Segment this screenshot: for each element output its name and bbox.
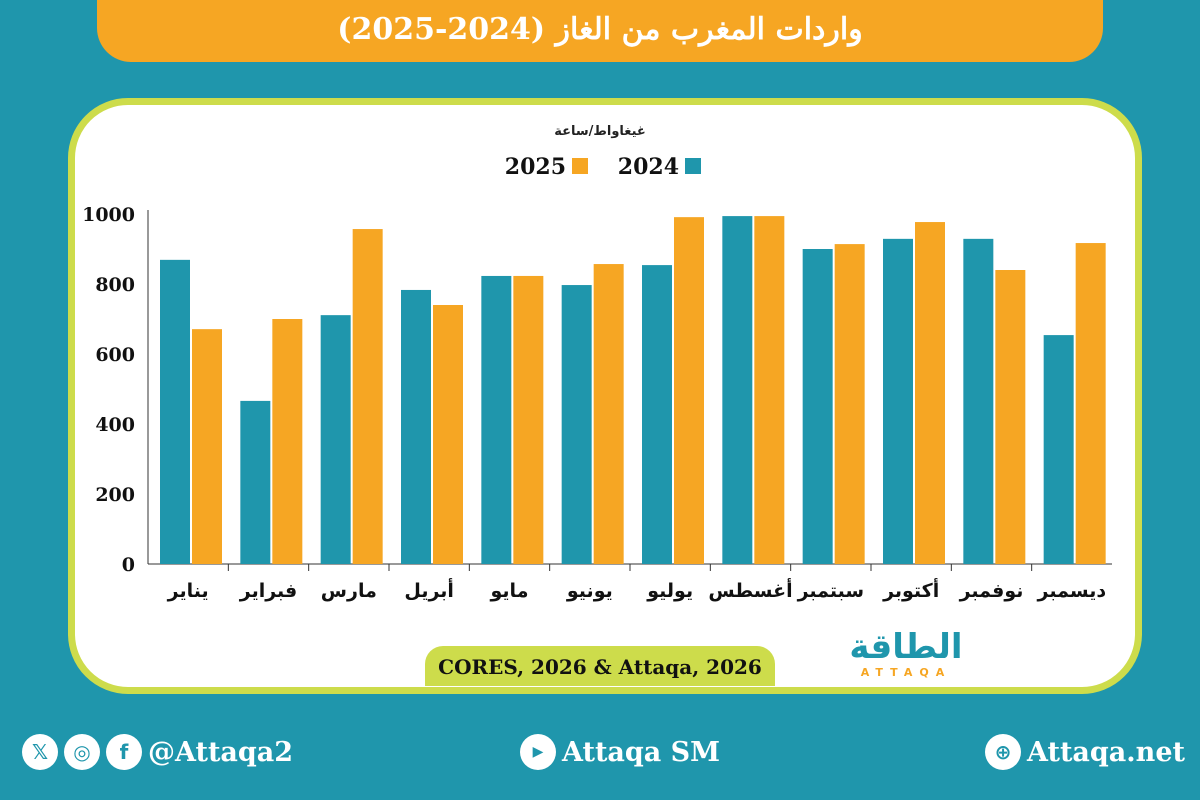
website-label: Attaqa.net bbox=[1027, 736, 1185, 768]
youtube-label: Attaqa SM bbox=[562, 736, 721, 768]
x-tick-label: نوفمبر bbox=[959, 580, 1024, 602]
x-icon[interactable]: 𝕏 bbox=[22, 734, 58, 770]
x-tick-label: مارس bbox=[321, 580, 377, 602]
y-tick-label: 400 bbox=[95, 414, 135, 436]
bar-2025 bbox=[674, 217, 704, 564]
bar-2025 bbox=[834, 244, 865, 564]
bar-2024 bbox=[320, 315, 351, 564]
bar-2025 bbox=[192, 329, 222, 564]
y-axis-unit: غيغاواط/ساعة bbox=[554, 124, 646, 139]
x-tick-label: سبتمبر bbox=[797, 580, 865, 602]
x-tick-label: أغسطس bbox=[708, 578, 792, 602]
x-tick-label: يونيو bbox=[566, 580, 613, 602]
legend-swatch-2025 bbox=[572, 158, 588, 174]
y-tick-label: 200 bbox=[95, 484, 135, 506]
bar-2024 bbox=[481, 275, 512, 564]
x-tick-label: أبريل bbox=[404, 578, 454, 602]
youtube-link[interactable]: ▶ Attaqa SM bbox=[520, 732, 720, 772]
social-handle[interactable]: @Attaqa2 bbox=[148, 736, 294, 768]
bar-2024 bbox=[883, 238, 913, 564]
bar-2025 bbox=[1075, 243, 1106, 565]
bar-2025 bbox=[433, 305, 463, 564]
x-tick-label: مايو bbox=[490, 580, 529, 602]
bar-2024 bbox=[160, 259, 190, 564]
x-tick-label: فبراير bbox=[239, 580, 297, 602]
bar-2025 bbox=[272, 319, 303, 564]
y-tick-label: 1000 bbox=[82, 204, 135, 226]
bar-2025 bbox=[995, 270, 1026, 564]
bar-2024 bbox=[802, 249, 833, 564]
bar-2025 bbox=[754, 216, 785, 564]
x-tick-label: أكتوبر bbox=[882, 578, 939, 602]
y-tick-label: 800 bbox=[95, 274, 135, 296]
legend-swatch-2024 bbox=[685, 158, 701, 174]
bar-2025 bbox=[593, 264, 624, 564]
logo-arabic: الطاقة bbox=[849, 627, 963, 667]
bar-2024 bbox=[401, 289, 431, 564]
attaqa-logo: الطاقة ATTAQA bbox=[826, 628, 986, 684]
x-tick-label: يوليو bbox=[646, 580, 693, 602]
x-tick-label: يناير bbox=[167, 580, 209, 602]
page-title: واردات المغرب من الغاز (2024-2025) bbox=[97, 0, 1103, 62]
bar-2024 bbox=[642, 265, 672, 564]
legend-label-2024: 2024 bbox=[618, 154, 679, 180]
bar-2024 bbox=[722, 216, 753, 564]
instagram-icon[interactable]: ◎ bbox=[64, 734, 100, 770]
y-tick-label: 600 bbox=[95, 344, 135, 366]
bar-2024 bbox=[1043, 335, 1074, 564]
logo-latin: ATTAQA bbox=[860, 666, 952, 679]
source-label: CORES, 2026 & Attaqa, 2026 bbox=[425, 646, 775, 686]
bar-2025 bbox=[513, 275, 544, 564]
bar-2024 bbox=[963, 238, 994, 564]
youtube-icon: ▶ bbox=[520, 734, 556, 770]
social-links: 𝕏 ◎ f @Attaqa2 bbox=[22, 732, 293, 772]
facebook-icon[interactable]: f bbox=[106, 734, 142, 770]
x-tick-label: ديسمبر bbox=[1037, 580, 1107, 602]
bar-2024 bbox=[240, 400, 271, 564]
bar-2024 bbox=[561, 285, 592, 564]
globe-icon: ⊕ bbox=[985, 734, 1021, 770]
bar-2025 bbox=[915, 222, 945, 565]
website-link[interactable]: ⊕ Attaqa.net bbox=[985, 732, 1185, 772]
y-tick-label: 0 bbox=[122, 554, 135, 576]
bar-2025 bbox=[352, 229, 383, 565]
legend-label-2025: 2025 bbox=[505, 154, 566, 180]
